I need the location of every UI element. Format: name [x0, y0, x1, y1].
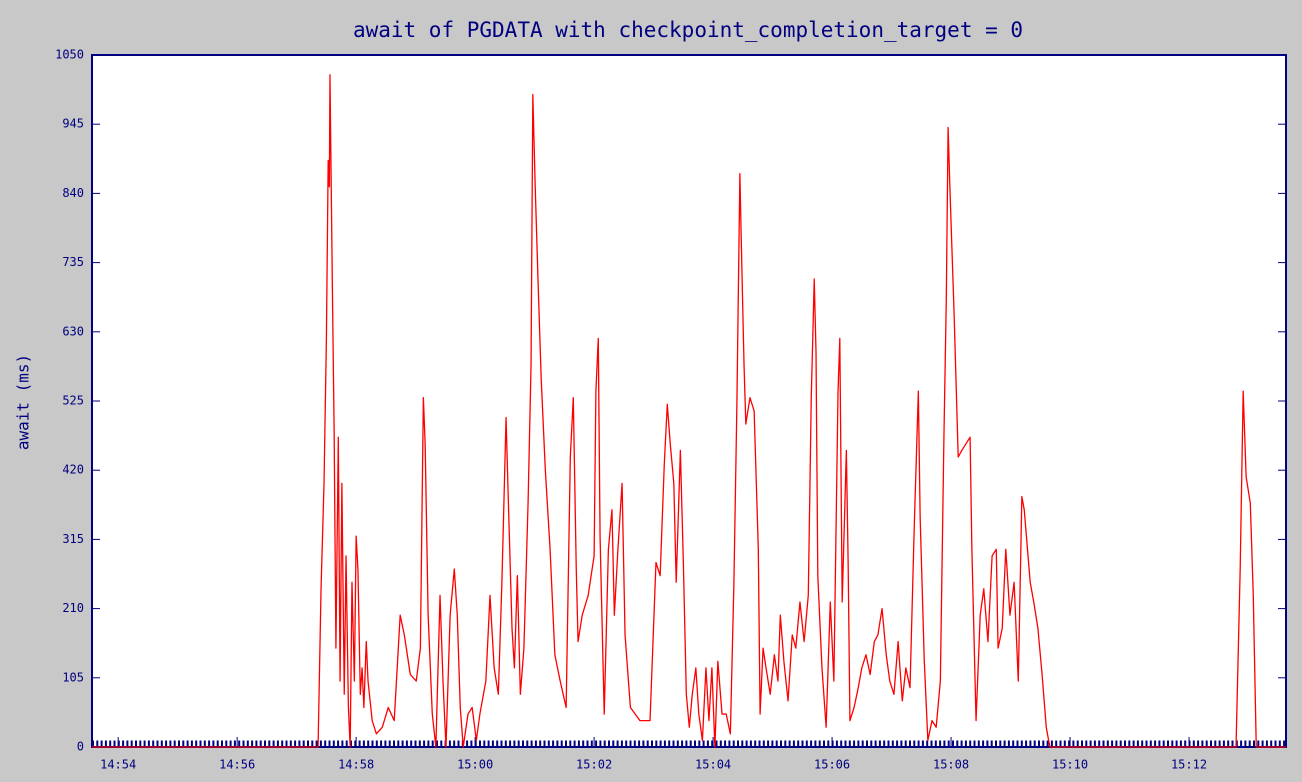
chart-title: await of PGDATA with checkpoint_completi…	[353, 18, 1023, 42]
x-tick-label: 15:04	[695, 758, 731, 772]
y-tick-label: 1050	[55, 48, 84, 62]
x-tick-label: 14:58	[338, 758, 374, 772]
y-tick-label: 0	[77, 740, 84, 754]
x-tick-label: 14:56	[219, 758, 255, 772]
x-tick-label: 15:12	[1171, 758, 1207, 772]
y-tick-label: 945	[62, 117, 84, 131]
data-line	[92, 74, 1286, 748]
x-tick-label: 15:00	[457, 758, 493, 772]
plot-area	[91, 54, 1287, 748]
y-tick-label: 420	[62, 463, 84, 477]
x-tick-label: 15:10	[1052, 758, 1088, 772]
x-tick-label: 15:08	[933, 758, 969, 772]
x-tick-label: 15:06	[814, 758, 850, 772]
y-tick-label: 525	[62, 394, 84, 408]
y-tick-label: 315	[62, 532, 84, 546]
x-tick-label: 14:54	[100, 758, 136, 772]
y-tick-label: 630	[62, 324, 84, 338]
x-tick-label: 15:02	[576, 758, 612, 772]
y-tick-label: 210	[62, 601, 84, 615]
y-tick-label: 840	[62, 186, 84, 200]
y-tick-label: 735	[62, 255, 84, 269]
y-tick-label: 105	[62, 670, 84, 684]
y-axis-label: await (ms)	[14, 354, 33, 450]
